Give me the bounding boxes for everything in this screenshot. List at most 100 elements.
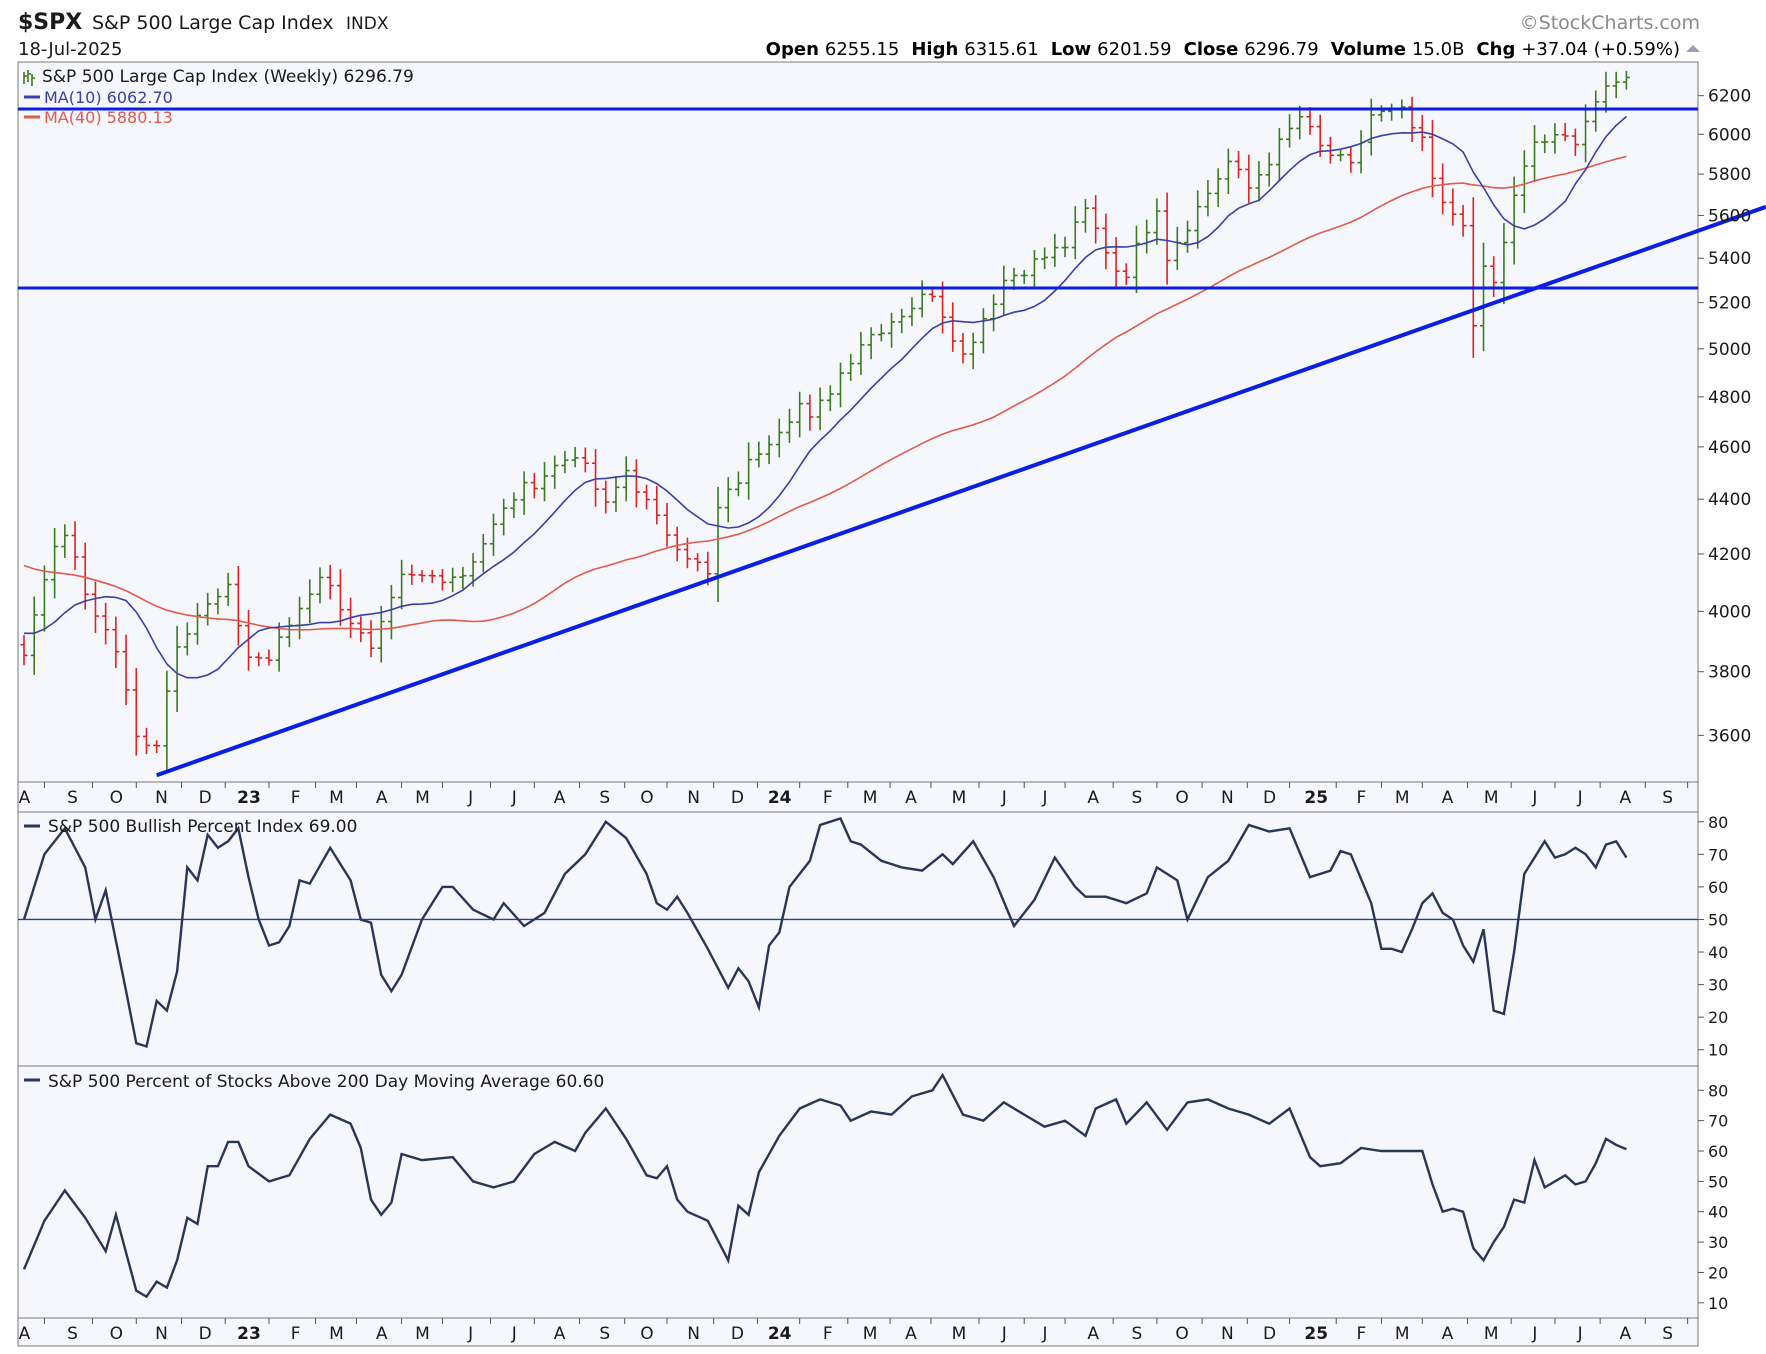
ohlc-bar (551, 455, 559, 489)
x-tick-label: A (554, 1324, 566, 1344)
price-tick-label: 4200 (1708, 545, 1751, 565)
ohlc-bar (653, 485, 661, 525)
bpi-title: S&P 500 Bullish Percent Index 69.00 (48, 817, 357, 837)
ohlc-bar (867, 327, 875, 360)
ohlc-bar (1337, 148, 1345, 162)
bpi-y-axis: 10 20 30 40 50 60 70 80 (1698, 813, 1728, 1060)
ohlc-bar (40, 565, 48, 632)
close-value: 6296.79 (1244, 39, 1318, 60)
bpi-tick-label: 60 (1708, 878, 1728, 897)
bpi-tick-label: 20 (1708, 1008, 1728, 1027)
x-tick-label: J (1042, 1324, 1048, 1344)
ohlc-bar (1235, 150, 1243, 179)
collapse-chevron-icon[interactable] (1686, 45, 1700, 52)
pct200-title: S&P 500 Percent of Stocks Above 200 Day … (48, 1072, 604, 1092)
ohlc-bar (898, 308, 906, 334)
ohlc-bar (234, 566, 242, 646)
x-tick-label: N (687, 1324, 700, 1344)
x-tick-label: A (1442, 788, 1454, 808)
ohlc-bar (602, 480, 610, 514)
ohlc-bar (1469, 197, 1477, 358)
ohlc-bar (1245, 154, 1253, 203)
x-tick-label: S (599, 788, 610, 808)
legend-price: S&P 500 Large Cap Index (Weekly) 6296.79 (23, 67, 414, 87)
ohlc-bar (398, 559, 406, 610)
ohlc-bar (1081, 199, 1089, 233)
x-tick-label: A (554, 788, 566, 808)
ohlc-bar (71, 521, 79, 570)
close-label: Close (1184, 39, 1239, 60)
ohlc-bar (336, 569, 344, 626)
ohlc-bar (1571, 128, 1579, 156)
pct200-panel-frame (17, 1065, 1699, 1319)
ohlc-bar (449, 567, 457, 593)
bpi-tick-label: 70 (1708, 845, 1728, 864)
ohlc-bar (888, 312, 896, 348)
x-tick-label: F (823, 788, 833, 808)
x-tick-label: M (329, 1324, 344, 1344)
x-tick-label: 25 (1304, 788, 1328, 808)
x-tick-label: O (1175, 788, 1188, 808)
ohlc-bar (61, 524, 69, 558)
ohlc-bar (122, 634, 130, 706)
x-tick-label: S (67, 788, 78, 808)
ohlc-bar (1224, 148, 1232, 195)
price-tick-label: 5000 (1708, 340, 1751, 360)
x-tick-label: M (1395, 1324, 1410, 1344)
index-name-label: S&P 500 Large Cap Index (92, 12, 334, 34)
ohlc-bar (1051, 233, 1059, 267)
x-tick-label: J (511, 788, 517, 808)
ohlc-bar (1510, 176, 1518, 265)
ohlc-bar (581, 447, 589, 473)
x-tick-label: A (1087, 1324, 1099, 1344)
ohlc-bar (826, 385, 834, 412)
ohlc-bar (173, 625, 181, 712)
open-label: Open (766, 39, 819, 60)
ohlc-bar (806, 394, 814, 431)
ohlc-bar (847, 353, 855, 381)
ohlc-bar (520, 471, 528, 515)
x-tick-label: J (1531, 788, 1537, 808)
x-tick-label: D (731, 1324, 744, 1344)
bpi-tick-label: 30 (1708, 976, 1728, 995)
ohlc-bar (745, 442, 753, 500)
ohlc-bar (683, 537, 691, 569)
price-tick-label: 4600 (1708, 438, 1751, 458)
x-tick-label: M (952, 788, 967, 808)
x-tick-label: N (155, 788, 168, 808)
x-axis-bottom: A S O N D 23 F M A M J J A S O N D 24 F M A M J J A S O N D 25 F M A M J J A… (17, 1317, 1699, 1347)
x-tick-label: 23 (237, 788, 261, 808)
x-tick-label: M (1484, 1324, 1499, 1344)
legend-ma10: MA(10) 6062.70 (24, 88, 173, 107)
pct200-y-axis: 10 20 30 40 50 60 70 80 (1698, 1081, 1728, 1313)
ohlc-bar (438, 569, 446, 591)
pct200-tick-label: 80 (1708, 1081, 1728, 1100)
ohlc-bar (479, 533, 487, 573)
ohlc-bar (949, 302, 957, 352)
ohlc-bar (663, 502, 671, 547)
x-tick-label: M (1484, 788, 1499, 808)
bpi-tick-label: 10 (1708, 1041, 1728, 1060)
ohlc-bar (1459, 204, 1467, 237)
x-tick-label: D (199, 788, 212, 808)
ohlc-bar (367, 620, 375, 658)
ohlc-bar (194, 603, 202, 645)
pct200-tick-label: 50 (1708, 1172, 1728, 1191)
ohlc-bar (489, 513, 497, 556)
ohlc-bar (1612, 71, 1620, 99)
price-y-axis: 3600 3800 4000 4200 4400 4600 4800 5000 5200 5400… (1698, 87, 1751, 746)
ohlc-bar (255, 652, 263, 667)
ohlc-bar (1286, 114, 1294, 148)
ma10-line (24, 115, 1627, 679)
ohlc-bar (1153, 198, 1161, 245)
ohlc-bar (1265, 152, 1273, 187)
bpi-line (22, 817, 1628, 1049)
ohlc-bar (51, 527, 59, 599)
ohlc-bar (541, 462, 549, 502)
legend-ma40: MA(40) 5880.13 (24, 108, 173, 127)
ohlc-bar (1602, 71, 1610, 113)
x-tick-label: F (291, 788, 301, 808)
ohlc-bar (775, 418, 783, 458)
ohlc-bar (1408, 96, 1416, 143)
